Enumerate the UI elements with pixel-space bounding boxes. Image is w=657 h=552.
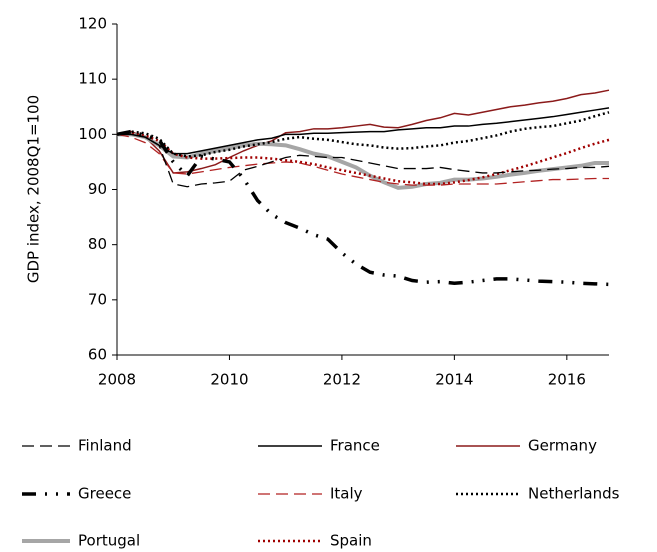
y-tick-label: 80 <box>88 235 107 253</box>
legend-label: Finland <box>78 437 132 455</box>
x-tick-label: 2014 <box>435 371 473 389</box>
series-line <box>116 111 610 158</box>
y-tick-label: 70 <box>88 290 107 308</box>
legend-label: France <box>330 437 380 455</box>
series-line <box>116 129 610 287</box>
series-line <box>116 89 610 174</box>
series-line <box>117 133 610 188</box>
y-tick-label: 100 <box>78 125 107 143</box>
series-line <box>117 107 610 155</box>
legend-label: Spain <box>330 532 372 550</box>
series-line <box>117 132 609 190</box>
legend-label: Italy <box>330 485 363 503</box>
y-tick-label: 120 <box>78 15 107 33</box>
legend-label: Germany <box>528 437 597 455</box>
y-tick-label: 110 <box>78 70 107 88</box>
y-tick-label: 60 <box>88 346 107 364</box>
legend-label: Greece <box>78 485 131 503</box>
series-line <box>116 133 609 186</box>
x-tick-label: 2016 <box>548 371 586 389</box>
y-axis-label: GDP index, 2008Q1=100 <box>25 95 43 283</box>
legend-label: Portugal <box>78 532 140 550</box>
x-tick-label: 2010 <box>210 371 248 389</box>
x-tick-label: 2012 <box>323 371 361 389</box>
legend-label: Netherlands <box>528 485 620 503</box>
y-tick-label: 90 <box>88 180 107 198</box>
series-line <box>116 131 610 186</box>
x-tick-label: 2008 <box>98 371 136 389</box>
